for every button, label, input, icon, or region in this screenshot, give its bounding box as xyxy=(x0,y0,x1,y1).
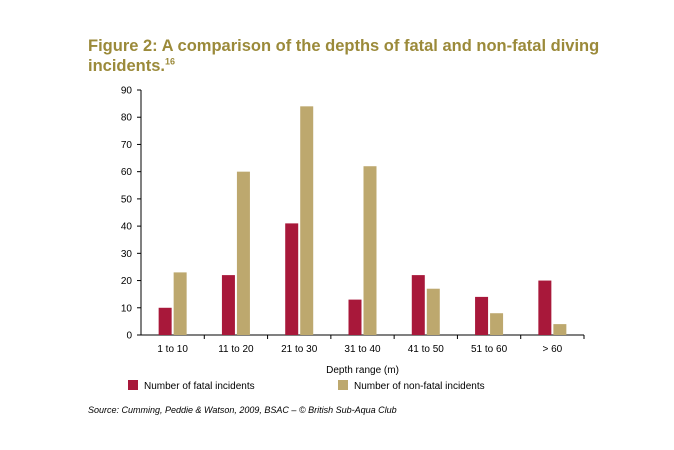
y-tick-label: 60 xyxy=(121,167,133,178)
bar-fatal xyxy=(221,275,235,335)
legend-swatch-nonfatal xyxy=(338,380,348,390)
bar-nonfatal xyxy=(173,272,187,335)
y-tick-label: 20 xyxy=(121,276,133,287)
bar-fatal xyxy=(158,307,172,335)
bar-fatal xyxy=(475,296,489,335)
y-tick-label: 0 xyxy=(126,331,132,342)
x-axis-label: Depth range (m) xyxy=(326,365,399,376)
bar-nonfatal xyxy=(490,313,504,335)
bar-nonfatal xyxy=(553,324,567,335)
legend-label-nonfatal: Number of non-fatal incidents xyxy=(354,381,485,392)
chart-title: Figure 2: A comparison of the depths of … xyxy=(88,36,608,76)
bar-nonfatal xyxy=(236,171,250,335)
bar-nonfatal xyxy=(426,288,440,335)
bar-fatal xyxy=(285,223,299,335)
title-superscript: 16 xyxy=(165,56,176,67)
legend-swatch-fatal xyxy=(128,380,138,390)
x-tick-label: 11 to 20 xyxy=(218,344,254,355)
y-tick-label: 70 xyxy=(121,140,133,151)
legend-label-fatal: Number of fatal incidents xyxy=(144,381,255,392)
x-tick-label: 31 to 40 xyxy=(344,344,381,355)
x-tick-label: 21 to 30 xyxy=(281,344,318,355)
y-tick-label: 30 xyxy=(121,249,133,260)
y-tick-label: 50 xyxy=(121,194,133,205)
y-tick-label: 80 xyxy=(121,113,133,124)
x-tick-label: 41 to 50 xyxy=(408,344,445,355)
y-tick-label: 90 xyxy=(121,86,133,97)
bar-fatal xyxy=(538,280,552,335)
bar-fatal xyxy=(348,299,362,335)
x-tick-label: > 60 xyxy=(542,344,562,355)
y-tick-label: 10 xyxy=(121,303,133,314)
bar-nonfatal xyxy=(300,106,314,335)
x-tick-label: 51 to 60 xyxy=(471,344,508,355)
bar-nonfatal xyxy=(363,166,377,335)
bar-fatal xyxy=(411,275,425,335)
x-tick-label: 1 to 10 xyxy=(157,344,188,355)
chart-title-text: Figure 2: A comparison of the depths of … xyxy=(88,37,600,75)
source-note: Source: Cumming, Peddie & Watson, 2009, … xyxy=(88,405,397,415)
y-tick-label: 40 xyxy=(121,222,133,233)
